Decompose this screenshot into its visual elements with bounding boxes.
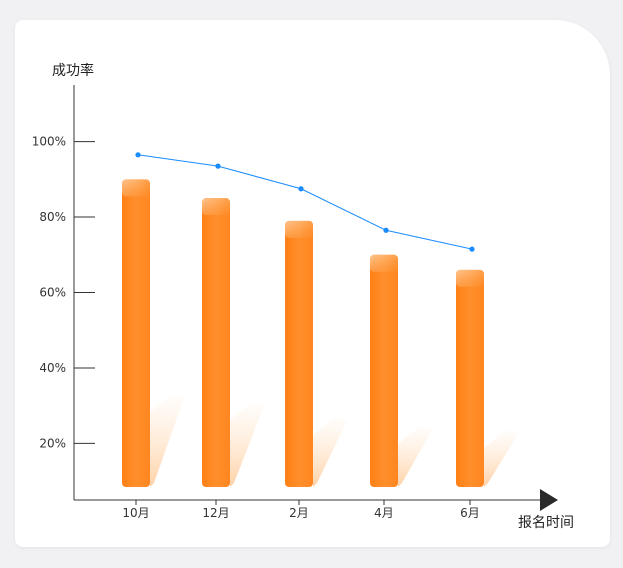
x-ticks: 10月 12月 2月 4月 6月	[122, 500, 480, 520]
y-tick-label: 20%	[39, 436, 66, 450]
bar-shadow	[230, 402, 264, 487]
bar-top-highlight	[202, 198, 230, 216]
bar	[202, 198, 230, 487]
x-tick-label: 12月	[202, 506, 229, 520]
bar-top-highlight	[370, 254, 398, 272]
x-axis-arrow	[540, 489, 558, 511]
bar	[370, 254, 398, 487]
y-tick-label: 60%	[39, 286, 66, 300]
bar-shadow	[150, 394, 184, 487]
trend-line	[135, 152, 475, 252]
trend-point	[135, 152, 141, 158]
y-tick-label: 80%	[39, 210, 66, 224]
x-tick-label: 4月	[374, 506, 394, 520]
y-axis-title: 成功率	[52, 62, 94, 79]
x-tick-label: 2月	[289, 506, 309, 520]
bars	[122, 179, 484, 487]
x-axis-title: 报名时间	[518, 515, 574, 531]
bar	[456, 269, 484, 487]
bar-top-highlight	[122, 179, 150, 197]
y-tick-label: 40%	[39, 361, 66, 375]
bar-shadow	[313, 417, 347, 487]
x-tick-label: 10月	[122, 506, 149, 520]
bar-top-highlight	[285, 220, 313, 238]
bar	[122, 179, 150, 487]
x-tick-label: 6月	[460, 506, 480, 520]
bar-top-highlight	[456, 269, 484, 287]
bar-shadows	[150, 394, 518, 487]
trend-point	[298, 186, 304, 192]
y-tick-label: 100%	[32, 135, 66, 149]
bar-shadow	[398, 426, 432, 487]
y-ticks: 20% 40% 60% 80% 100%	[32, 135, 95, 450]
bar	[285, 220, 313, 487]
trend-point	[215, 163, 221, 169]
trend-point	[469, 246, 475, 252]
bar-shadow	[484, 430, 518, 487]
trend-point	[383, 227, 389, 233]
